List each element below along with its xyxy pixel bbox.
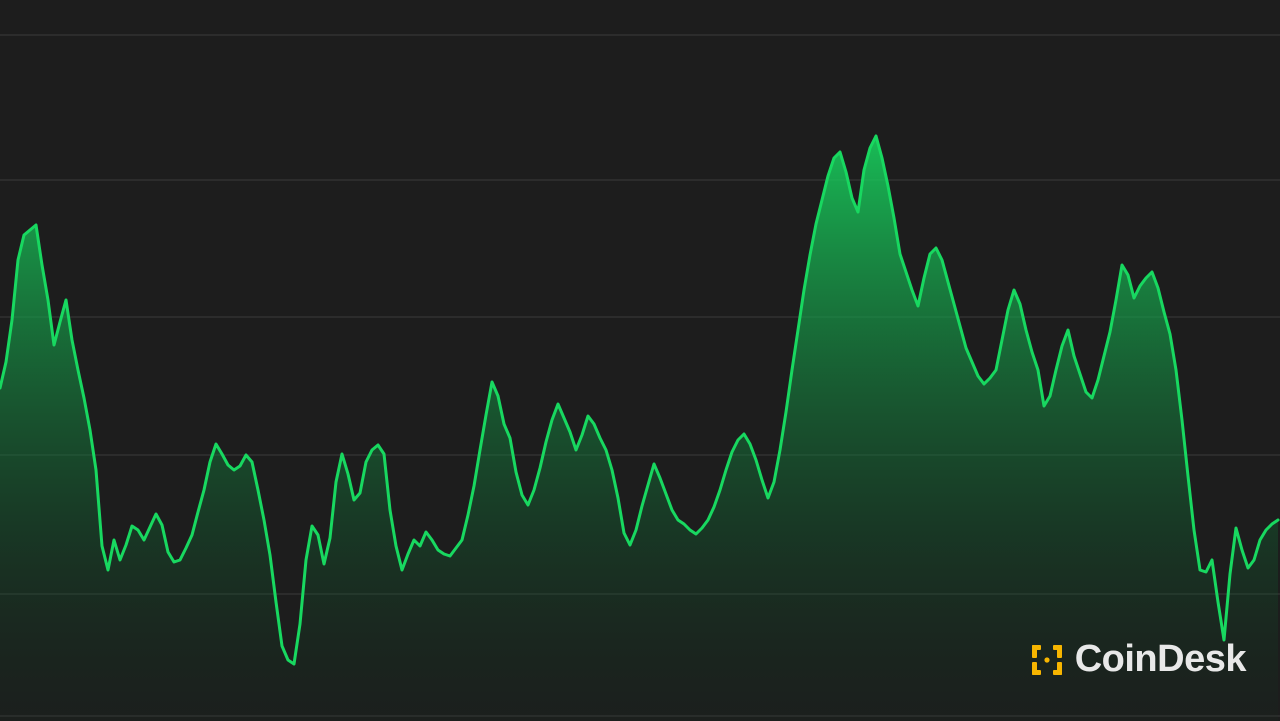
price-chart: CoinDesk xyxy=(0,0,1280,721)
area-fill xyxy=(0,136,1278,721)
chart-svg xyxy=(0,0,1280,721)
